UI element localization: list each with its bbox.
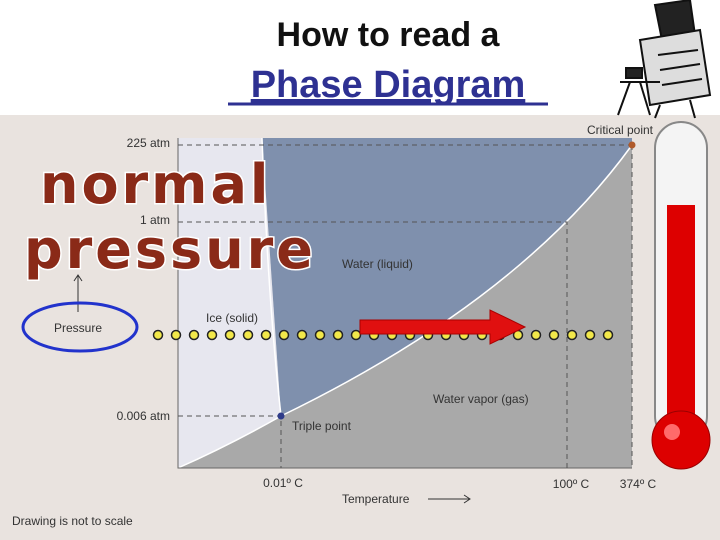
overlay-text: pressure	[24, 218, 316, 281]
critical-point	[628, 141, 636, 149]
guide-lines	[178, 144, 633, 468]
shape	[657, 49, 699, 56]
arrow	[359, 309, 527, 345]
shape	[667, 205, 695, 435]
temperature-label: 0.01º C	[263, 476, 303, 490]
pressure-label: 225 atm	[127, 136, 170, 150]
x-axis-arrow	[428, 494, 471, 504]
phase-boundaries	[177, 137, 633, 469]
dot	[530, 329, 542, 341]
dot	[260, 329, 272, 341]
note: Drawing is not to scale	[12, 514, 133, 528]
ice-region	[178, 138, 281, 468]
x-axis-label: Temperature	[342, 492, 410, 506]
dot	[332, 329, 344, 341]
dot	[584, 329, 596, 341]
pressure-label: 0.006 atm	[117, 409, 170, 423]
dot	[296, 329, 308, 341]
point-label: Triple point	[292, 419, 352, 433]
shape	[689, 99, 696, 119]
highlight-ellipse	[21, 301, 139, 353]
shape	[659, 63, 701, 71]
shape	[651, 410, 711, 470]
dot	[566, 329, 578, 341]
subtitle: Phase Diagram	[251, 64, 526, 106]
title: How to read a	[277, 16, 501, 54]
point-label: Critical point	[587, 123, 654, 137]
liquid-region	[262, 138, 632, 416]
dot	[242, 329, 254, 341]
thermometer	[651, 121, 711, 470]
shape	[661, 78, 703, 86]
dotted-line	[152, 329, 614, 341]
dot	[350, 329, 362, 341]
cartoon	[617, 0, 712, 119]
dot	[224, 329, 236, 341]
region-label: Ice (solid)	[206, 311, 258, 325]
dot	[170, 329, 182, 341]
pressure-label: 1 atm	[140, 213, 170, 227]
overlay-text: normal	[40, 153, 271, 216]
shape	[625, 67, 643, 79]
temperature-label: 374º C	[620, 477, 657, 491]
dot	[188, 329, 200, 341]
shape	[639, 81, 651, 116]
shape	[654, 104, 661, 119]
shape	[664, 424, 680, 440]
dot	[206, 329, 218, 341]
temperature-label: 100º C	[553, 477, 590, 491]
region-label: Water vapor (gas)	[433, 392, 529, 406]
dot	[278, 329, 290, 341]
dot	[314, 329, 326, 341]
y-axis-arrow	[73, 274, 83, 312]
region-label: Water (liquid)	[342, 257, 413, 271]
shape	[617, 81, 631, 116]
y-axis-label: Pressure	[54, 321, 102, 335]
dot	[548, 329, 560, 341]
triple-point	[277, 412, 285, 420]
dot	[152, 329, 164, 341]
axes	[177, 138, 632, 469]
dot	[602, 329, 614, 341]
